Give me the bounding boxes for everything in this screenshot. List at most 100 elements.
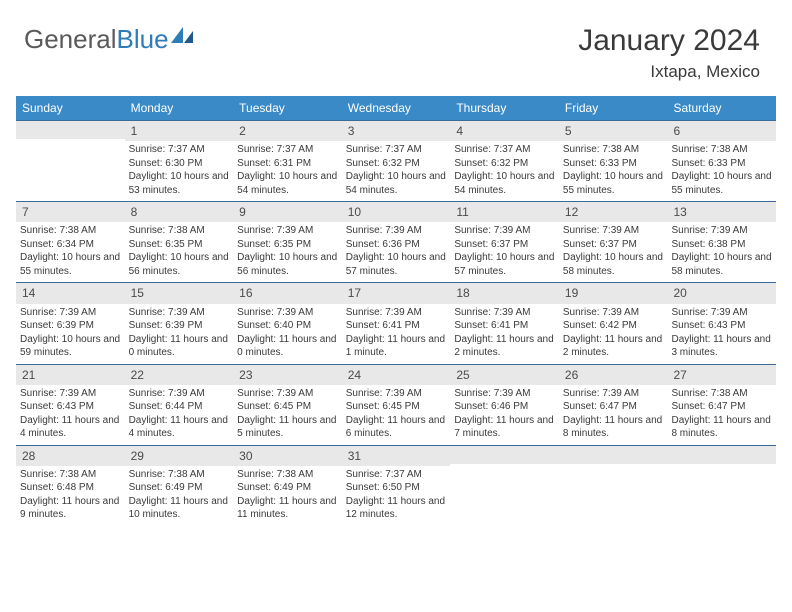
- day-number: 8: [125, 202, 234, 222]
- sunset-line: Sunset: 6:32 PM: [346, 157, 447, 171]
- sunset-line: Sunset: 6:39 PM: [20, 319, 121, 333]
- day-number: 22: [125, 365, 234, 385]
- daylight-line: Daylight: 11 hours and 4 minutes.: [20, 414, 121, 441]
- calendar-week-row: 7Sunrise: 7:38 AMSunset: 6:34 PMDaylight…: [16, 201, 776, 282]
- daylight-line: Daylight: 11 hours and 8 minutes.: [563, 414, 664, 441]
- weekday-header-cell: Monday: [125, 96, 234, 120]
- calendar-cell: 7Sunrise: 7:38 AMSunset: 6:34 PMDaylight…: [16, 202, 125, 282]
- sunrise-line: Sunrise: 7:39 AM: [20, 387, 121, 401]
- location-label: Ixtapa, Mexico: [578, 62, 760, 82]
- sunset-line: Sunset: 6:46 PM: [454, 400, 555, 414]
- day-number: 20: [667, 283, 776, 303]
- sunrise-line: Sunrise: 7:39 AM: [129, 387, 230, 401]
- daylight-line: Daylight: 11 hours and 4 minutes.: [129, 414, 230, 441]
- day-body: Sunrise: 7:38 AMSunset: 6:33 PMDaylight:…: [559, 141, 668, 201]
- sunrise-line: Sunrise: 7:37 AM: [346, 468, 447, 482]
- day-number: 25: [450, 365, 559, 385]
- sunset-line: Sunset: 6:49 PM: [129, 481, 230, 495]
- daylight-line: Daylight: 11 hours and 8 minutes.: [671, 414, 772, 441]
- month-title: January 2024: [578, 24, 760, 58]
- sunset-line: Sunset: 6:43 PM: [671, 319, 772, 333]
- calendar-cell: 24Sunrise: 7:39 AMSunset: 6:45 PMDayligh…: [342, 365, 451, 445]
- day-body: Sunrise: 7:37 AMSunset: 6:50 PMDaylight:…: [342, 466, 451, 526]
- header: GeneralBlue January 2024 Ixtapa, Mexico: [0, 0, 792, 90]
- day-body: Sunrise: 7:38 AMSunset: 6:49 PMDaylight:…: [125, 466, 234, 526]
- sunset-line: Sunset: 6:33 PM: [563, 157, 664, 171]
- weekday-header-cell: Wednesday: [342, 96, 451, 120]
- sunrise-line: Sunrise: 7:39 AM: [129, 306, 230, 320]
- calendar-grid: SundayMondayTuesdayWednesdayThursdayFrid…: [16, 96, 776, 526]
- calendar-cell: 18Sunrise: 7:39 AMSunset: 6:41 PMDayligh…: [450, 283, 559, 363]
- day-body: Sunrise: 7:39 AMSunset: 6:42 PMDaylight:…: [559, 304, 668, 364]
- calendar-cell: 2Sunrise: 7:37 AMSunset: 6:31 PMDaylight…: [233, 121, 342, 201]
- day-number: 9: [233, 202, 342, 222]
- calendar-cell: 13Sunrise: 7:39 AMSunset: 6:38 PMDayligh…: [667, 202, 776, 282]
- sunrise-line: Sunrise: 7:39 AM: [237, 306, 338, 320]
- day-body: Sunrise: 7:39 AMSunset: 6:39 PMDaylight:…: [16, 304, 125, 364]
- sunset-line: Sunset: 6:50 PM: [346, 481, 447, 495]
- sunrise-line: Sunrise: 7:38 AM: [563, 143, 664, 157]
- daylight-line: Daylight: 10 hours and 53 minutes.: [129, 170, 230, 197]
- day-number: [559, 446, 668, 464]
- sunset-line: Sunset: 6:36 PM: [346, 238, 447, 252]
- day-body: Sunrise: 7:38 AMSunset: 6:35 PMDaylight:…: [125, 222, 234, 282]
- sunrise-line: Sunrise: 7:38 AM: [671, 143, 772, 157]
- day-body: Sunrise: 7:37 AMSunset: 6:32 PMDaylight:…: [342, 141, 451, 201]
- sunrise-line: Sunrise: 7:37 AM: [237, 143, 338, 157]
- weekday-header-cell: Thursday: [450, 96, 559, 120]
- sunrise-line: Sunrise: 7:39 AM: [237, 224, 338, 238]
- sunset-line: Sunset: 6:44 PM: [129, 400, 230, 414]
- calendar-cell: 20Sunrise: 7:39 AMSunset: 6:43 PMDayligh…: [667, 283, 776, 363]
- day-body: Sunrise: 7:39 AMSunset: 6:41 PMDaylight:…: [450, 304, 559, 364]
- sunset-line: Sunset: 6:41 PM: [346, 319, 447, 333]
- day-number: 26: [559, 365, 668, 385]
- sunrise-line: Sunrise: 7:39 AM: [671, 224, 772, 238]
- day-number: 14: [16, 283, 125, 303]
- day-number: 5: [559, 121, 668, 141]
- sunset-line: Sunset: 6:38 PM: [671, 238, 772, 252]
- sunset-line: Sunset: 6:33 PM: [671, 157, 772, 171]
- sunset-line: Sunset: 6:30 PM: [129, 157, 230, 171]
- day-body: Sunrise: 7:39 AMSunset: 6:40 PMDaylight:…: [233, 304, 342, 364]
- sunset-line: Sunset: 6:47 PM: [563, 400, 664, 414]
- weekday-header-cell: Saturday: [667, 96, 776, 120]
- calendar-cell: 15Sunrise: 7:39 AMSunset: 6:39 PMDayligh…: [125, 283, 234, 363]
- daylight-line: Daylight: 10 hours and 56 minutes.: [129, 251, 230, 278]
- daylight-line: Daylight: 10 hours and 55 minutes.: [20, 251, 121, 278]
- sunset-line: Sunset: 6:37 PM: [563, 238, 664, 252]
- day-body: Sunrise: 7:39 AMSunset: 6:35 PMDaylight:…: [233, 222, 342, 282]
- daylight-line: Daylight: 11 hours and 12 minutes.: [346, 495, 447, 522]
- calendar-cell: 31Sunrise: 7:37 AMSunset: 6:50 PMDayligh…: [342, 446, 451, 526]
- brand-sail-icon: [171, 27, 193, 43]
- daylight-line: Daylight: 10 hours and 54 minutes.: [237, 170, 338, 197]
- sunrise-line: Sunrise: 7:38 AM: [20, 224, 121, 238]
- day-body: Sunrise: 7:37 AMSunset: 6:32 PMDaylight:…: [450, 141, 559, 201]
- day-number: 28: [16, 446, 125, 466]
- sunset-line: Sunset: 6:45 PM: [237, 400, 338, 414]
- calendar-cell: 27Sunrise: 7:38 AMSunset: 6:47 PMDayligh…: [667, 365, 776, 445]
- sunset-line: Sunset: 6:35 PM: [237, 238, 338, 252]
- sunrise-line: Sunrise: 7:39 AM: [20, 306, 121, 320]
- sunrise-line: Sunrise: 7:39 AM: [671, 306, 772, 320]
- daylight-line: Daylight: 10 hours and 59 minutes.: [20, 333, 121, 360]
- calendar-cell: 1Sunrise: 7:37 AMSunset: 6:30 PMDaylight…: [125, 121, 234, 201]
- sunset-line: Sunset: 6:42 PM: [563, 319, 664, 333]
- day-body: Sunrise: 7:38 AMSunset: 6:33 PMDaylight:…: [667, 141, 776, 201]
- daylight-line: Daylight: 11 hours and 9 minutes.: [20, 495, 121, 522]
- day-number: 29: [125, 446, 234, 466]
- day-body: Sunrise: 7:39 AMSunset: 6:37 PMDaylight:…: [559, 222, 668, 282]
- calendar-cell: 3Sunrise: 7:37 AMSunset: 6:32 PMDaylight…: [342, 121, 451, 201]
- daylight-line: Daylight: 10 hours and 54 minutes.: [346, 170, 447, 197]
- sunset-line: Sunset: 6:34 PM: [20, 238, 121, 252]
- sunrise-line: Sunrise: 7:38 AM: [129, 224, 230, 238]
- sunrise-line: Sunrise: 7:39 AM: [563, 224, 664, 238]
- sunset-line: Sunset: 6:43 PM: [20, 400, 121, 414]
- calendar-cell: 21Sunrise: 7:39 AMSunset: 6:43 PMDayligh…: [16, 365, 125, 445]
- daylight-line: Daylight: 10 hours and 58 minutes.: [563, 251, 664, 278]
- calendar-cell: 16Sunrise: 7:39 AMSunset: 6:40 PMDayligh…: [233, 283, 342, 363]
- daylight-line: Daylight: 10 hours and 57 minutes.: [454, 251, 555, 278]
- day-number: 2: [233, 121, 342, 141]
- calendar-cell: 12Sunrise: 7:39 AMSunset: 6:37 PMDayligh…: [559, 202, 668, 282]
- sunrise-line: Sunrise: 7:39 AM: [454, 306, 555, 320]
- day-number: 16: [233, 283, 342, 303]
